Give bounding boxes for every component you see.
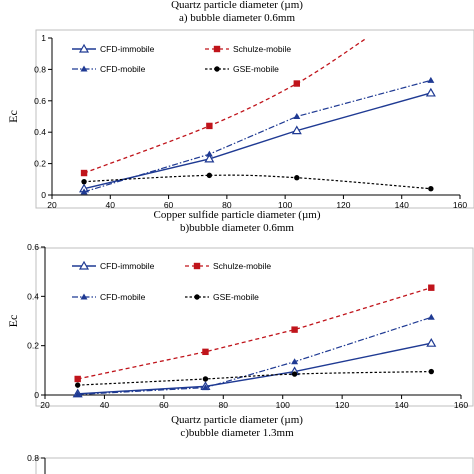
- chart-b-series-schulze-mobile-point: [202, 348, 209, 356]
- chart-a-legend-gse-mobile-label: GSE-mobile: [233, 64, 279, 74]
- chart-b-series-cfd-mobile-line: [77, 316, 432, 396]
- chart-a-legend-schulze-mobile-label: Schulze-mobile: [233, 44, 291, 54]
- chart-b-frame: [35, 247, 474, 407]
- chart-a-series-cfd-immobile-point: [291, 125, 302, 135]
- chart-a-legend-gse-mobile-marker: [214, 66, 220, 72]
- chart-a-legend-cfd-immobile-marker: [78, 43, 90, 53]
- chart-a-title: a) bubble diameter 0.6mm: [178, 12, 296, 24]
- chart-a-series-cfd-mobile-point: [80, 188, 88, 195]
- chart-b-ytick-label: 0.6: [27, 242, 39, 252]
- chart-a-series-cfd-mobile-point: [427, 76, 435, 83]
- chart-a-series-gse-mobile-point: [81, 178, 87, 185]
- chart-a-series-cfd-mobile-line: [83, 79, 432, 193]
- chart-a-series-cfd-immobile-line: [83, 92, 432, 190]
- chart-b-legend-cfd-immobile-marker: [78, 260, 90, 270]
- chart-b-series-gse-mobile-point: [428, 368, 434, 375]
- chart-b-series-cfd-mobile-point: [201, 384, 209, 391]
- chart-a-xaxis-caption: Quartz particle diameter (µm): [171, 0, 303, 11]
- chart-b-series-gse-mobile-point: [74, 382, 81, 388]
- chart-b-series-cfd-immobile-point: [426, 337, 437, 347]
- chart-b-xtick-label: 120: [335, 400, 349, 410]
- chart-a-ytick-label: 1: [41, 33, 46, 43]
- chart-b-series-schulze-mobile-line: [77, 287, 432, 380]
- chart-b-xtick-label: 80: [219, 400, 229, 410]
- chart-c-ytick-label: 0.8: [27, 453, 39, 463]
- chart-a-xtick-label: 80: [222, 200, 232, 210]
- chart-b-title: b)bubble diameter 0.6mm: [180, 222, 294, 234]
- chart-a-series-schulze-mobile-line: [83, 38, 368, 174]
- chart-a-ylabel: Ec: [6, 110, 20, 123]
- chart-a-series-gse-mobile-point: [428, 186, 434, 192]
- chart-b-legend-cfd-mobile-label: CFD-mobile: [100, 292, 146, 302]
- chart-a-legend-cfd-mobile-marker: [80, 65, 88, 72]
- chart-a-series-schulze-mobile-point: [206, 122, 213, 130]
- chart-c-title: c)bubble diameter 1.3mm: [180, 427, 294, 439]
- chart-a-xtick-label: 140: [395, 200, 409, 210]
- chart-b-series-gse-mobile-point: [202, 376, 209, 382]
- chart-a-ytick-label: 0.2: [34, 159, 46, 169]
- chart-b-xtick-label: 20: [40, 400, 50, 410]
- chart-a-ytick-label: 0.8: [34, 64, 46, 74]
- chart-a-xtick-label: 60: [164, 200, 174, 210]
- chart-b-series-gse-mobile-line: [77, 370, 432, 386]
- chart-a-series-cfd-immobile-point: [425, 87, 436, 97]
- chart-c-frame: [35, 457, 474, 474]
- chart-a-ytick-label: 0.4: [34, 127, 46, 137]
- chart-b-xaxis-caption: Copper sulfide particle diameter (µm): [153, 209, 321, 221]
- chart-b-legend-gse-mobile-label: GSE-mobile: [213, 292, 259, 302]
- chart-a-frame: [35, 29, 474, 209]
- chart-a-xtick-label: 20: [47, 200, 57, 210]
- chart-a-series-schulze-mobile-point: [80, 169, 88, 177]
- chart-a-ytick-label: 0.6: [34, 96, 46, 106]
- chart-a-series-cfd-mobile-point: [205, 150, 213, 157]
- chart-a-xtick-label: 40: [106, 200, 116, 210]
- chart-a-xtick-label: 120: [336, 200, 350, 210]
- chart-b-ytick-label: 0.2: [27, 341, 39, 351]
- chart-b-series-gse-mobile-point: [291, 371, 298, 377]
- chart-a-series-cfd-immobile-point: [204, 153, 215, 163]
- chart-a-legend-cfd-immobile-label: CFD-immobile: [100, 44, 155, 54]
- chart-c-xaxis-caption: Quartz particle diameter (µm): [171, 414, 303, 426]
- chart-b-series-schulze-mobile-point: [428, 284, 435, 291]
- chart-a-legend-schulze-mobile-marker: [213, 45, 221, 53]
- chart-a-ytick-label: 0: [41, 190, 46, 200]
- chart-a-series-gse-mobile-point: [206, 172, 213, 179]
- chart-b-legend-schulze-mobile-marker: [193, 262, 201, 270]
- chart-b-legend-cfd-mobile-marker: [80, 293, 88, 300]
- chart-a-series-schulze-mobile-point: [293, 80, 300, 87]
- chart-b-series-schulze-mobile-point: [291, 326, 298, 333]
- chart-b-legend-gse-mobile-marker: [194, 294, 200, 300]
- chart-b-xtick-label: 60: [159, 400, 169, 410]
- chart-a-legend-cfd-mobile-label: CFD-mobile: [100, 64, 146, 74]
- chart-a-series-gse-mobile-line: [84, 174, 431, 190]
- chart-b-series-cfd-immobile-line: [77, 342, 432, 395]
- chart-b-xtick-label: 160: [454, 400, 468, 410]
- chart-b-ylabel: Ec: [6, 315, 20, 328]
- chart-b-legend-schulze-mobile-label: Schulze-mobile: [213, 261, 271, 271]
- chart-b-ytick-label: 0.4: [27, 291, 39, 301]
- chart-a-series-cfd-mobile-point: [293, 113, 301, 119]
- chart-b-series-cfd-mobile-point: [427, 313, 435, 320]
- chart-b-xtick-label: 100: [276, 400, 290, 410]
- chart-b-xtick-label: 140: [394, 400, 408, 410]
- chart-b-ytick-label: 0: [34, 390, 39, 400]
- chart-a-xtick-label: 160: [453, 200, 467, 210]
- chart-a-xtick-label: 100: [278, 200, 292, 210]
- chart-b-series-cfd-mobile-point: [291, 358, 299, 365]
- chart-b-xtick-label: 40: [100, 400, 110, 410]
- chart-b-series-schulze-mobile-point: [74, 375, 81, 383]
- chart-b-legend-cfd-immobile-label: CFD-immobile: [100, 261, 155, 271]
- chart-a-series-gse-mobile-point: [294, 175, 300, 181]
- chart-b-series-cfd-mobile-point: [74, 391, 82, 398]
